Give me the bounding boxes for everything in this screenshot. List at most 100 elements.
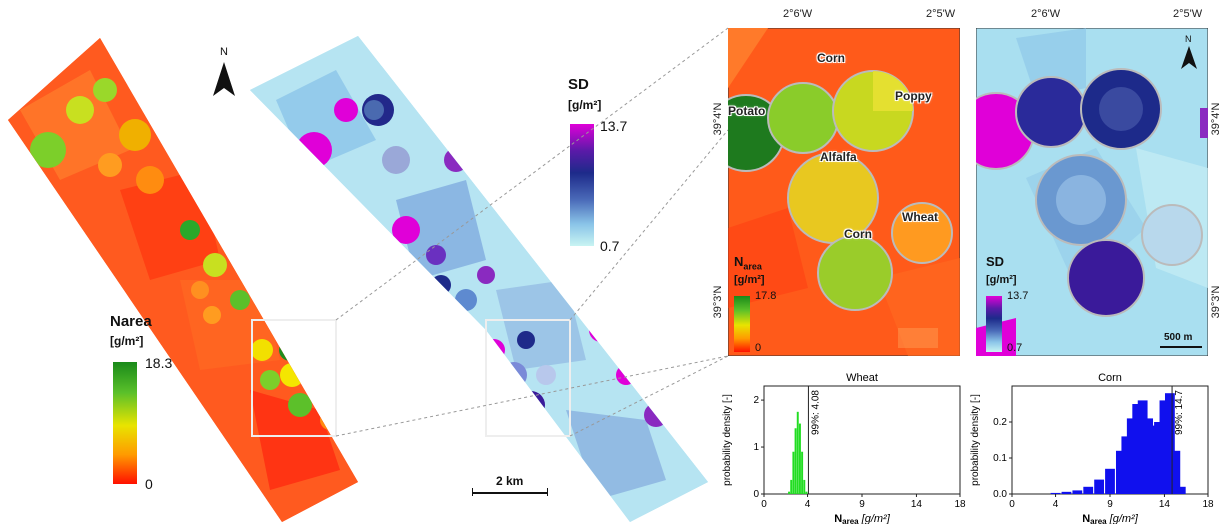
wheat-hist-xtick-label: 9 [859, 499, 865, 510]
inset-crop-label-corn-bottom: Corn [844, 227, 872, 241]
inset-sd-coord-top-left: 2°6'W [1031, 8, 1061, 20]
inset-narea-legend-title: Narea [734, 254, 762, 272]
corn-hist-xtick-label: 4 [1053, 499, 1059, 510]
inset-sd-coord-right-bottom: 39°3'N [1210, 285, 1222, 319]
wheat-hist-bar [794, 428, 797, 494]
corn-hist-xtick-label: 18 [1202, 499, 1214, 510]
corn-hist-bar [1164, 393, 1175, 494]
wheat-hist-bar [803, 479, 806, 494]
corn-hist-bar [1148, 425, 1159, 494]
inset-narea-legend-min: 0 [755, 342, 762, 354]
corn-hist-ytick-label: 0.0 [993, 489, 1007, 500]
inset-narea-colorbar [734, 296, 750, 352]
corn-hist-xtick-label: 0 [1009, 499, 1015, 510]
narea-colorbar [113, 362, 137, 484]
corn-hist-bar [1175, 486, 1186, 494]
narea-legend-title: Narea [110, 313, 152, 330]
wheat-hist-plot-frame [763, 385, 961, 495]
corn-hist-bar [1137, 400, 1148, 494]
wheat-hist-xlabel: Narea [g/m²] [834, 513, 890, 524]
inset-sd-legend-min: 0.7 [1007, 342, 1023, 354]
connector-line [335, 27, 729, 321]
inset-narea-coord-top-left: 2°6'W [783, 8, 813, 20]
wheat-hist-xtick-label: 18 [954, 499, 966, 510]
connector-line [569, 355, 729, 437]
inset-narea-legend-max: 17.8 [755, 290, 777, 302]
sd-legend-title: SD [568, 76, 589, 93]
inset-sd-legend-unit: [g/m²] [986, 274, 1017, 286]
inset-scale-bar [1160, 346, 1202, 348]
inset-crop-label-wheat: Wheat [902, 210, 938, 224]
inset-sd-legend-max: 13.7 [1007, 290, 1029, 302]
corn-hist-bar [1126, 418, 1137, 494]
inset-narea-coord-left-top: 39°4'N [712, 102, 724, 136]
wheat-hist-ylabel: probability density [-] [722, 394, 733, 486]
inset-sd-map [976, 28, 1208, 356]
inset-crop-label-potato: Potato [728, 104, 766, 118]
inset-sd-coord-top-right: 2°5'W [1173, 8, 1203, 20]
connector-line [335, 355, 729, 437]
corn-hist-percentile-label: 99%: 14.7 [1174, 390, 1185, 435]
corn-hist-ytick-label: 0.2 [993, 417, 1007, 428]
wheat-hist-ytick-label: 2 [753, 395, 759, 406]
scale-bar [472, 492, 548, 494]
corn-hist-bar [1170, 450, 1181, 494]
inset-narea-coord-top-right: 2°5'W [926, 8, 956, 20]
corn-hist-ylabel: probability density [-] [970, 394, 981, 486]
sd-colorbar [570, 124, 594, 246]
inset-narea-legend-unit: [g/m²] [734, 274, 765, 286]
wheat-hist-xtick-label: 14 [911, 499, 923, 510]
scale-bar-tick-left [472, 488, 473, 496]
corn-hist-bar [1132, 404, 1143, 494]
wheat-histogram: Wheat 99%: 4.08 0 4 9 14 18 0 1 2 probability dens… [722, 372, 966, 524]
inset-narea-map [728, 28, 960, 356]
wheat-hist-bar [790, 479, 793, 494]
sd-selection-box [485, 319, 571, 437]
wheat-hist-bar [801, 451, 804, 494]
wheat-hist-bar [805, 491, 808, 494]
corn-hist-bar [1159, 400, 1170, 494]
corn-hist-bar [1105, 468, 1115, 494]
connector-line [569, 129, 729, 321]
sd-map [250, 36, 708, 522]
narea-legend-max: 18.3 [145, 355, 173, 371]
scale-bar-tick-right [547, 488, 548, 496]
north-label: N [220, 46, 228, 58]
wheat-hist-bar [798, 423, 801, 494]
inset-scale-label: 500 m [1164, 332, 1193, 343]
wheat-hist-ytick-label: 0 [753, 489, 759, 500]
sd-legend-max: 13.7 [600, 118, 628, 134]
wheat-hist-xtick-label: 4 [805, 499, 811, 510]
sd-legend-unit: [g/m²] [568, 98, 602, 112]
corn-hist-xtick-label: 14 [1159, 499, 1171, 510]
inset-sd-colorbar [986, 296, 1002, 352]
corn-hist-bar [1083, 486, 1094, 494]
corn-hist-xlabel: Narea [g/m²] [1082, 513, 1138, 524]
corn-hist-bar [1121, 436, 1132, 494]
sd-legend-min: 0.7 [600, 238, 620, 254]
wheat-hist-xtick-label: 0 [761, 499, 767, 510]
corn-hist-title: Corn [1098, 372, 1122, 384]
corn-hist-xtick-label: 9 [1107, 499, 1113, 510]
inset-narea-coord-left-bottom: 39°3'N [712, 285, 724, 319]
inset-sd-coord-right-top: 39°4'N [1210, 102, 1222, 136]
corn-hist-bar [1050, 492, 1061, 494]
corn-hist-bar [1154, 422, 1164, 494]
wheat-hist-bar [796, 411, 799, 494]
inset-narea-legend-sub: area [743, 261, 762, 272]
inset-sd-legend-title: SD [986, 254, 1005, 269]
corn-hist-bar [1115, 450, 1126, 494]
wheat-hist-ytick-label: 1 [753, 442, 759, 453]
wheat-hist-bar [792, 451, 795, 494]
inset-sd-north-label: N [1185, 34, 1192, 44]
wheat-hist-percentile-label: 99%: 4.08 [810, 390, 821, 435]
narea-legend-unit: [g/m²] [110, 334, 144, 348]
corn-histogram: Corn 99%: 14.7 0 4 9 14 18 0.0 0.1 0.2 probability… [970, 372, 1214, 524]
scale-bar-label: 2 km [496, 474, 524, 488]
inset-crop-label-poppy: Poppy [895, 89, 932, 103]
corn-hist-ytick-label: 0.1 [993, 453, 1007, 464]
corn-hist-bar [1094, 479, 1105, 494]
inset-crop-label-corn-top: Corn [817, 51, 845, 65]
corn-hist-bar [1072, 490, 1083, 494]
